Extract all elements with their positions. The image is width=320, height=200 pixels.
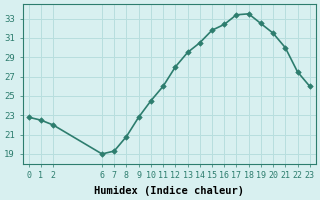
X-axis label: Humidex (Indice chaleur): Humidex (Indice chaleur) <box>94 186 244 196</box>
